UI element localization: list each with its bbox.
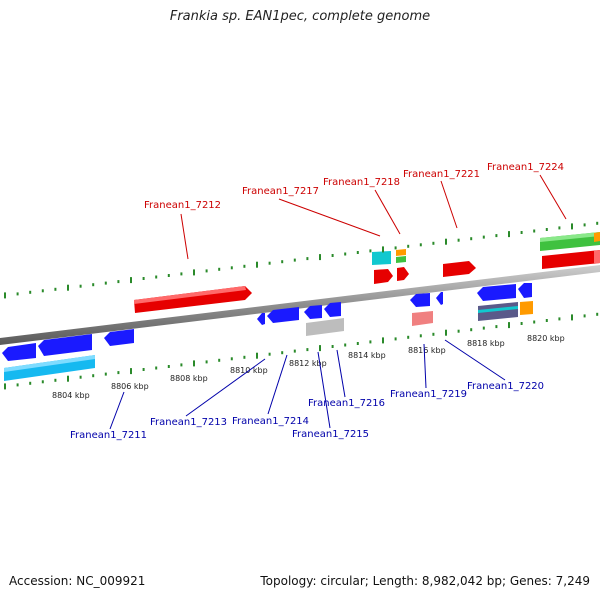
gene-block[interactable] xyxy=(396,256,406,263)
gene-arrow xyxy=(134,286,246,304)
gene-block[interactable] xyxy=(396,249,406,256)
forward-strand-genes xyxy=(134,232,600,313)
reverse-strand-genes xyxy=(2,283,533,381)
kbp-scale-label: 8812 kbp xyxy=(289,359,327,368)
gene-arrow[interactable] xyxy=(542,250,600,269)
leader-line xyxy=(180,213,189,260)
gene-arrow xyxy=(540,232,600,242)
leader-line xyxy=(267,354,288,415)
leader-line xyxy=(185,358,266,417)
gene-arrow[interactable] xyxy=(324,302,341,317)
gene-arrow[interactable] xyxy=(104,329,134,346)
gene-arrow[interactable] xyxy=(374,269,393,284)
gene-arrow[interactable] xyxy=(477,284,516,301)
leader-line xyxy=(336,349,346,398)
gene-label[interactable]: Franean1_7215 xyxy=(292,429,369,440)
gene-block xyxy=(478,306,518,313)
leader-line xyxy=(374,189,401,235)
genome-title: Frankia sp. EAN1pec, complete genome xyxy=(169,9,431,24)
gene-arrow[interactable] xyxy=(2,343,36,361)
gene-block[interactable] xyxy=(520,301,533,315)
gene-block[interactable] xyxy=(306,318,344,336)
gene-arrow[interactable] xyxy=(267,307,299,323)
forward-gene-labels: Franean1_7212Franean1_7217Franean1_7218F… xyxy=(144,162,564,211)
gene-label[interactable]: Franean1_7217 xyxy=(242,186,319,197)
accession-label: Accession: NC_009921 xyxy=(9,574,146,588)
kbp-scale-label: 8814 kbp xyxy=(348,351,386,360)
leader-line xyxy=(278,198,381,237)
gene-label[interactable]: Franean1_7212 xyxy=(144,200,221,211)
gene-block[interactable] xyxy=(594,232,600,242)
gene-block[interactable] xyxy=(412,311,433,326)
gene-arrow[interactable] xyxy=(38,334,92,356)
gene-arrow[interactable] xyxy=(304,305,322,319)
gene-arrow[interactable] xyxy=(518,283,532,298)
gene-label[interactable]: Franean1_7211 xyxy=(70,430,147,441)
gene-label[interactable]: Franean1_7221 xyxy=(403,169,480,180)
kbp-ticks xyxy=(4,221,599,390)
gene-block xyxy=(4,355,95,372)
gene-block[interactable] xyxy=(372,251,391,265)
kbp-scale-label: 8808 kbp xyxy=(170,374,208,383)
gene-label[interactable]: Franean1_7218 xyxy=(323,177,400,188)
kbp-scale-label: 8804 kbp xyxy=(52,391,90,400)
gene-label[interactable]: Franean1_7214 xyxy=(232,416,309,427)
gene-label[interactable]: Franean1_7213 xyxy=(150,417,227,428)
genome-backbone xyxy=(0,265,600,345)
gene-arrow[interactable] xyxy=(257,313,265,325)
leader-line xyxy=(440,180,458,229)
leader-line xyxy=(423,343,427,389)
leader-line xyxy=(317,351,331,429)
leader-line xyxy=(539,174,567,220)
kbp-scale-label: 8818 kbp xyxy=(467,339,505,348)
gene-label[interactable]: Franean1_7219 xyxy=(390,389,467,400)
kbp-scale-label: 8820 kbp xyxy=(527,334,565,343)
gene-arrow[interactable] xyxy=(436,292,443,305)
gene-label[interactable]: Franean1_7216 xyxy=(308,398,385,409)
leader-line xyxy=(444,339,506,381)
gene-block[interactable] xyxy=(478,302,518,321)
leader-line xyxy=(109,391,125,430)
gene-arrow[interactable] xyxy=(397,267,409,281)
gene-label-leader-lines xyxy=(109,174,567,430)
kbp-scale-label: 8816 kbp xyxy=(408,346,446,355)
gene-label[interactable]: Franean1_7220 xyxy=(467,381,544,392)
gene-arrow[interactable] xyxy=(443,261,476,277)
gene-block[interactable] xyxy=(594,250,600,264)
topology-summary: Topology: circular; Length: 8,982,042 bp… xyxy=(260,574,590,588)
gene-label[interactable]: Franean1_7224 xyxy=(487,162,564,173)
kbp-scale-label: 8806 kbp xyxy=(111,382,149,391)
gene-arrow[interactable] xyxy=(410,293,430,307)
